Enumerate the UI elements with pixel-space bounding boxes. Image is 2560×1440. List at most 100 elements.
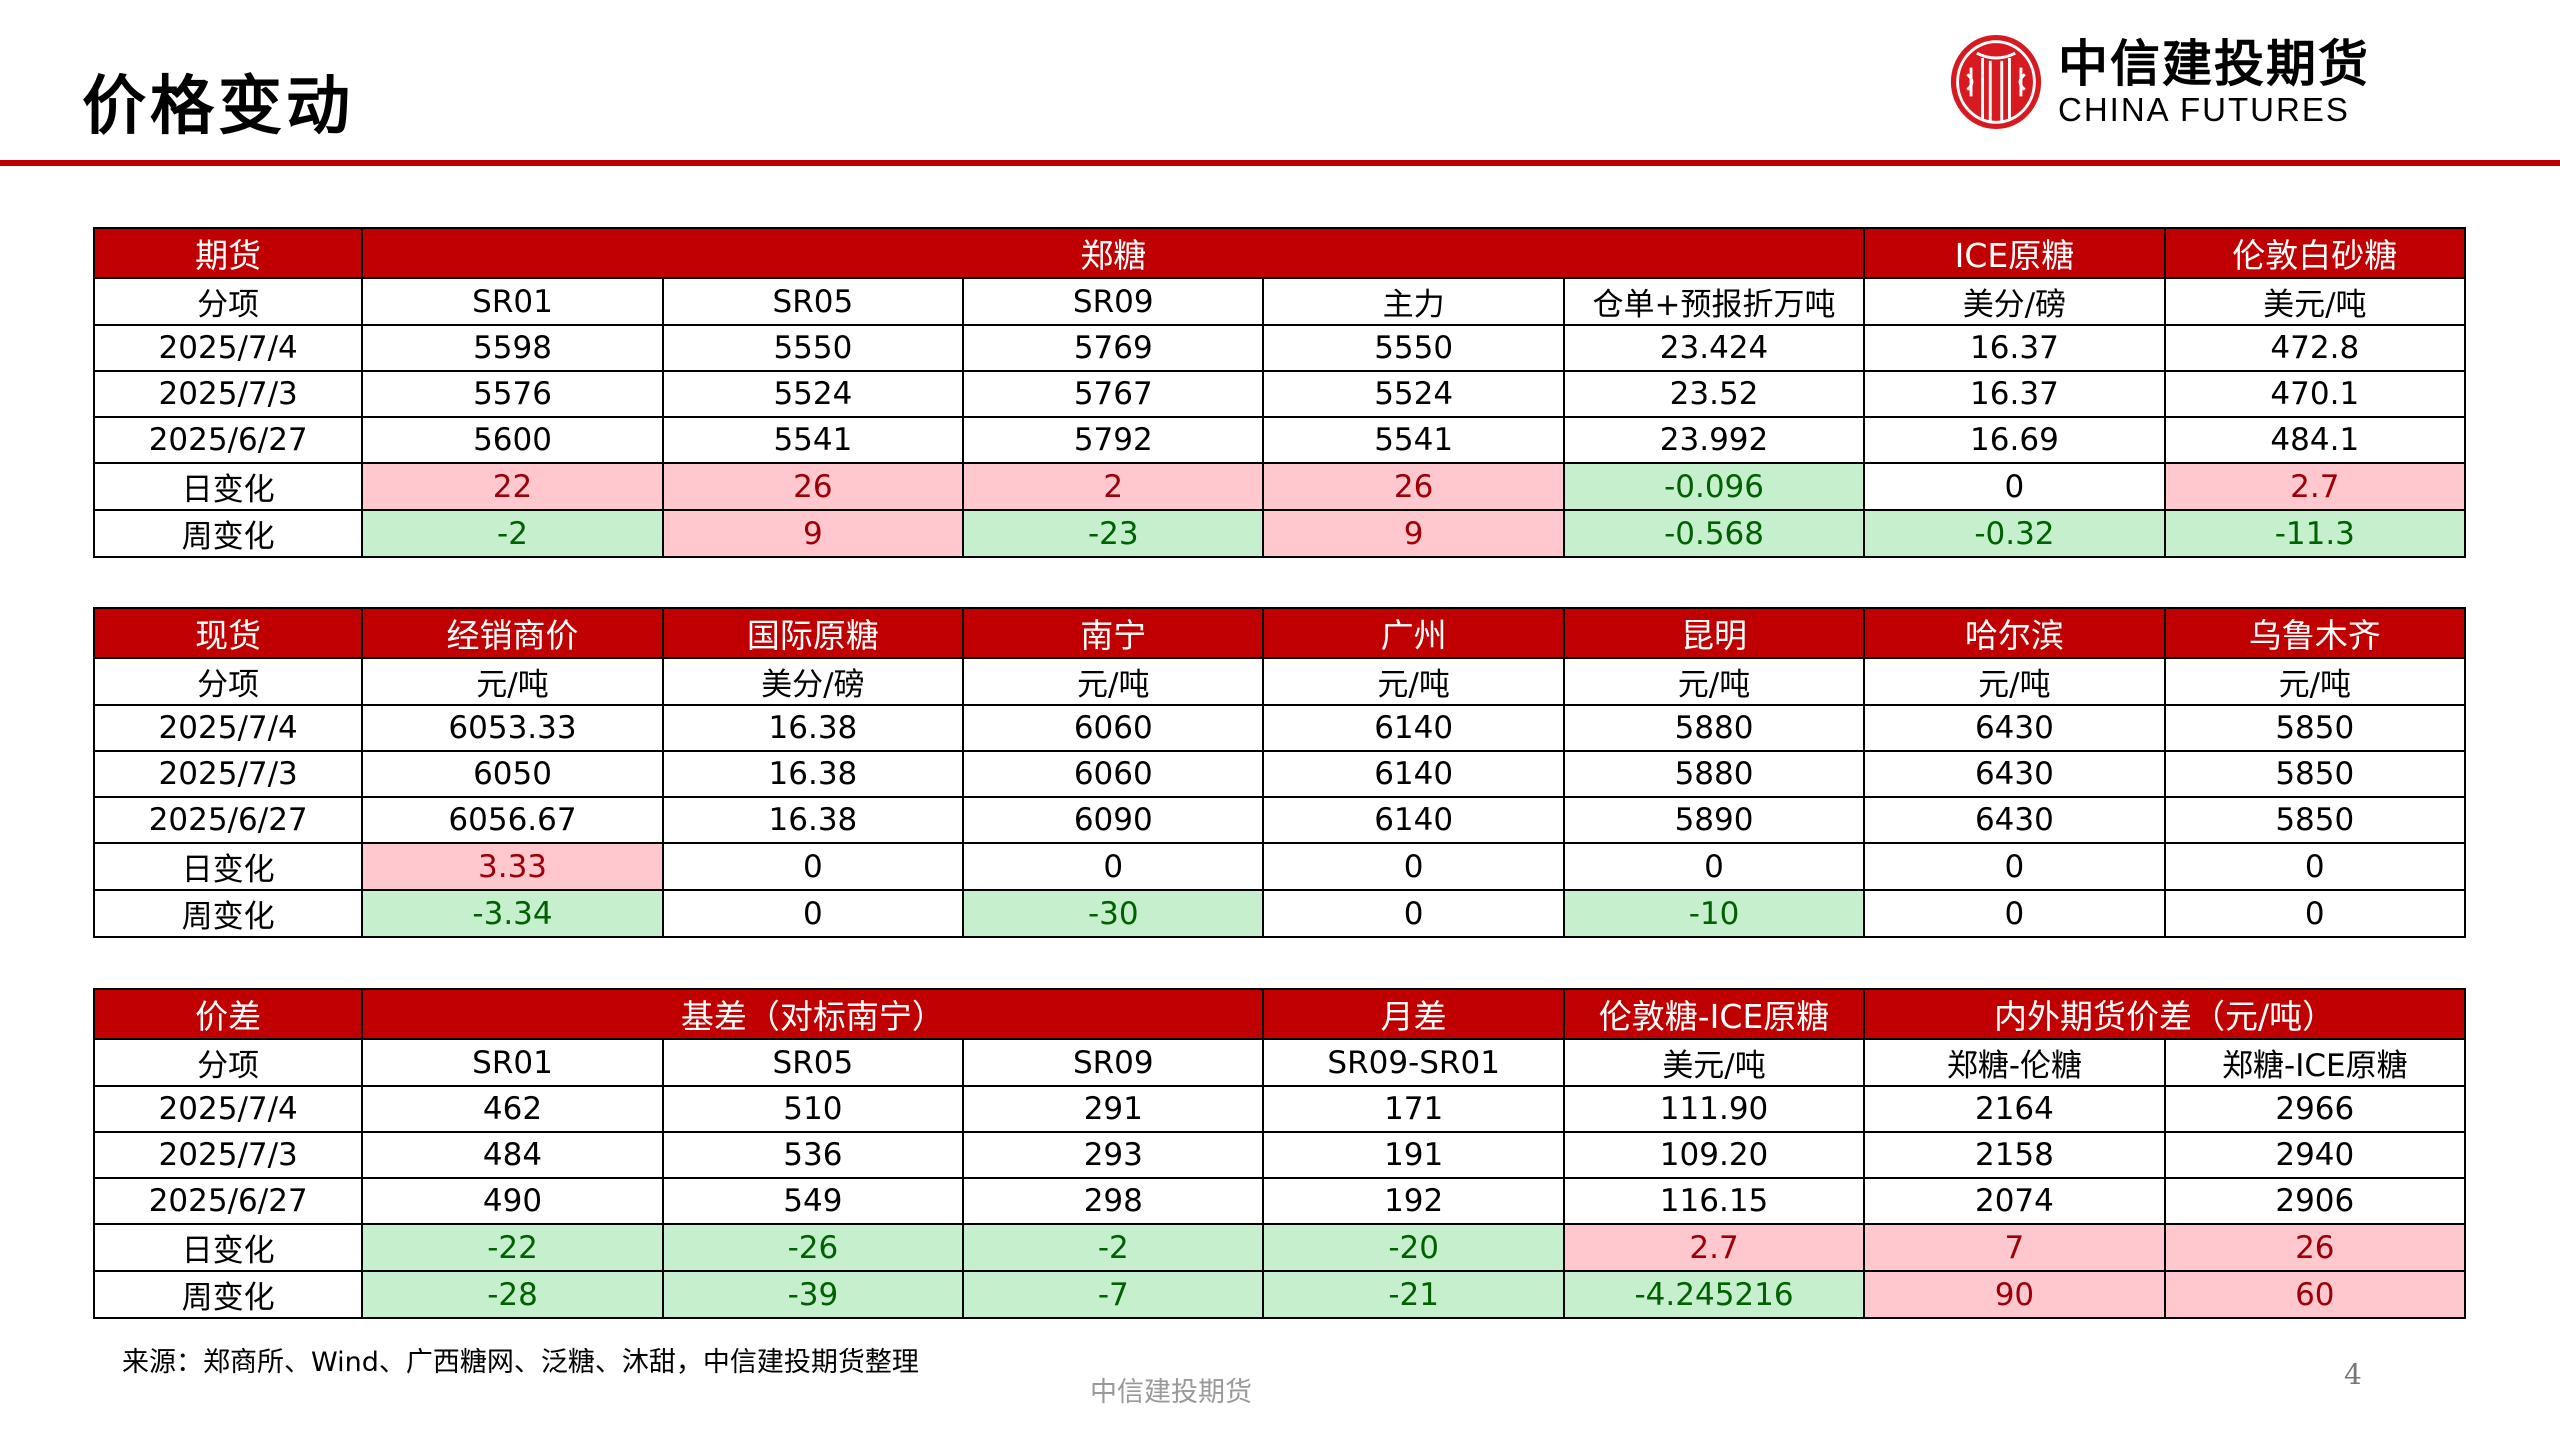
header-cell: 哈尔滨 — [1863, 607, 2166, 659]
data-cell: 23.52 — [1562, 370, 1866, 418]
data-cell: 9 — [661, 509, 965, 558]
table-row: 周变化 -3.34 0 -30 0 -10 0 0 — [92, 889, 2467, 938]
data-cell: -28 — [361, 1270, 664, 1319]
data-cell: 0 — [962, 842, 1265, 891]
table-row: 2025/7/4 6053.33 16.38 6060 6140 5880 6430 5850 — [92, 704, 2467, 752]
data-cell: 2074 — [1863, 1177, 2166, 1225]
data-cell: 26 — [2163, 1223, 2467, 1272]
data-cell: 主力 — [1262, 277, 1565, 326]
data-cell: 5600 — [361, 416, 664, 464]
table-row: 2025/7/3 5576 5524 5767 5524 23.52 16.37 470.1 — [92, 370, 2467, 418]
data-cell: 元/吨 — [1562, 657, 1866, 706]
data-cell: -11.3 — [2163, 509, 2467, 558]
data-cell: -39 — [661, 1270, 965, 1319]
row-label: 2025/6/27 — [92, 416, 364, 464]
data-cell: 470.1 — [2163, 370, 2467, 418]
data-cell: -26 — [661, 1223, 965, 1272]
data-cell: 16.69 — [1863, 416, 2166, 464]
data-cell: 5890 — [1562, 796, 1866, 844]
data-cell: 6050 — [361, 750, 664, 798]
table-row: 2025/6/27 490 549 298 192 116.15 2074 2906 — [92, 1177, 2467, 1225]
header-cell: 期货 — [92, 227, 364, 279]
data-cell: 5850 — [2163, 704, 2467, 752]
data-cell: 元/吨 — [2163, 657, 2467, 706]
header-cell: 价差 — [92, 988, 364, 1040]
data-cell: SR09 — [962, 277, 1265, 326]
data-cell: SR05 — [661, 277, 965, 326]
data-cell: 0 — [1562, 842, 1866, 891]
data-cell: 291 — [962, 1085, 1265, 1133]
data-cell: 60 — [2163, 1270, 2467, 1319]
data-cell: 5541 — [1262, 416, 1565, 464]
data-cell: 元/吨 — [361, 657, 664, 706]
data-cell: 109.20 — [1562, 1131, 1866, 1179]
data-cell: 6056.67 — [361, 796, 664, 844]
data-cell: 5792 — [962, 416, 1265, 464]
data-cell: 2.7 — [1562, 1223, 1866, 1272]
data-cell: 5850 — [2163, 750, 2467, 798]
header-cell: 基差（对标南宁） — [361, 988, 1265, 1040]
data-cell: SR05 — [661, 1038, 965, 1087]
data-cell: 2966 — [2163, 1085, 2467, 1133]
data-cell: 2 — [962, 462, 1265, 511]
data-cell: -20 — [1262, 1223, 1565, 1272]
data-cell: 美分/磅 — [1863, 277, 2166, 326]
data-cell: 111.90 — [1562, 1085, 1866, 1133]
data-cell: 2906 — [2163, 1177, 2467, 1225]
data-cell: -2 — [962, 1223, 1265, 1272]
table-header-row: 期货 郑糖 ICE原糖 伦敦白砂糖 — [92, 227, 2467, 279]
data-cell: 16.38 — [661, 704, 965, 752]
page-number: 4 — [2344, 1358, 2362, 1391]
data-cell: 298 — [962, 1177, 1265, 1225]
data-cell: SR09 — [962, 1038, 1265, 1087]
citic-logo-icon — [1950, 34, 2042, 130]
data-cell: 510 — [661, 1085, 965, 1133]
data-cell: 6140 — [1262, 750, 1565, 798]
data-cell: 5576 — [361, 370, 664, 418]
logo-cn-text: 中信建投期货 — [2058, 34, 2370, 93]
data-cell: 2158 — [1863, 1131, 2166, 1179]
data-cell: 6060 — [962, 750, 1265, 798]
data-cell: 5524 — [1262, 370, 1565, 418]
table-row: 2025/7/3 6050 16.38 6060 6140 5880 6430 5850 — [92, 750, 2467, 798]
company-logo: 中信建投期货 CHINA FUTURES — [1948, 34, 2370, 130]
data-cell: 郑糖-伦糖 — [1863, 1038, 2166, 1087]
row-label: 2025/7/4 — [92, 324, 364, 372]
data-cell: 5880 — [1562, 750, 1866, 798]
page-title: 价格变动 — [82, 69, 354, 144]
table-row: 2025/6/27 6056.67 16.38 6090 6140 5890 6430 585… — [92, 796, 2467, 844]
header-cell: 现货 — [92, 607, 364, 659]
data-cell: 0 — [2163, 842, 2467, 891]
data-cell: 5541 — [661, 416, 965, 464]
data-cell: 484.1 — [2163, 416, 2467, 464]
data-cell: 6140 — [1262, 796, 1565, 844]
row-label: 分项 — [92, 1038, 364, 1087]
table-header-row: 价差 基差（对标南宁） 月差 伦敦糖-ICE原糖 内外期货价差（元/吨） — [92, 988, 2466, 1040]
data-cell: 6430 — [1863, 750, 2166, 798]
data-cell: 元/吨 — [962, 657, 1265, 706]
data-cell: -7 — [962, 1270, 1265, 1319]
data-cell: 5524 — [661, 370, 965, 418]
header-cell: ICE原糖 — [1863, 227, 2166, 279]
header-cell: 国际原糖 — [661, 607, 965, 659]
table-row: 2025/7/4 5598 5550 5769 5550 23.424 16.37 472.8 — [92, 324, 2467, 372]
data-cell: 16.37 — [1863, 324, 2166, 372]
data-cell: 0 — [661, 842, 965, 891]
data-cell: 5850 — [2163, 796, 2467, 844]
row-label: 2025/7/4 — [92, 704, 364, 752]
data-cell: 郑糖-ICE原糖 — [2163, 1038, 2467, 1087]
data-cell: 192 — [1262, 1177, 1565, 1225]
table-row: 日变化 3.33 0 0 0 0 0 0 — [92, 842, 2467, 891]
header-cell: 经销商价 — [361, 607, 664, 659]
row-label: 日变化 — [92, 842, 364, 891]
data-cell: -10 — [1562, 889, 1866, 938]
data-cell: 536 — [661, 1131, 965, 1179]
data-cell: -4.245216 — [1562, 1270, 1866, 1319]
table-row: 2025/7/3 484 536 293 191 109.20 2158 2940 — [92, 1131, 2467, 1179]
data-cell: 23.424 — [1562, 324, 1866, 372]
data-cell: 26 — [1262, 462, 1565, 511]
data-cell: -3.34 — [361, 889, 664, 938]
data-cell: 90 — [1863, 1270, 2166, 1319]
data-cell: SR09-SR01 — [1262, 1038, 1565, 1087]
data-cell: 171 — [1262, 1085, 1565, 1133]
